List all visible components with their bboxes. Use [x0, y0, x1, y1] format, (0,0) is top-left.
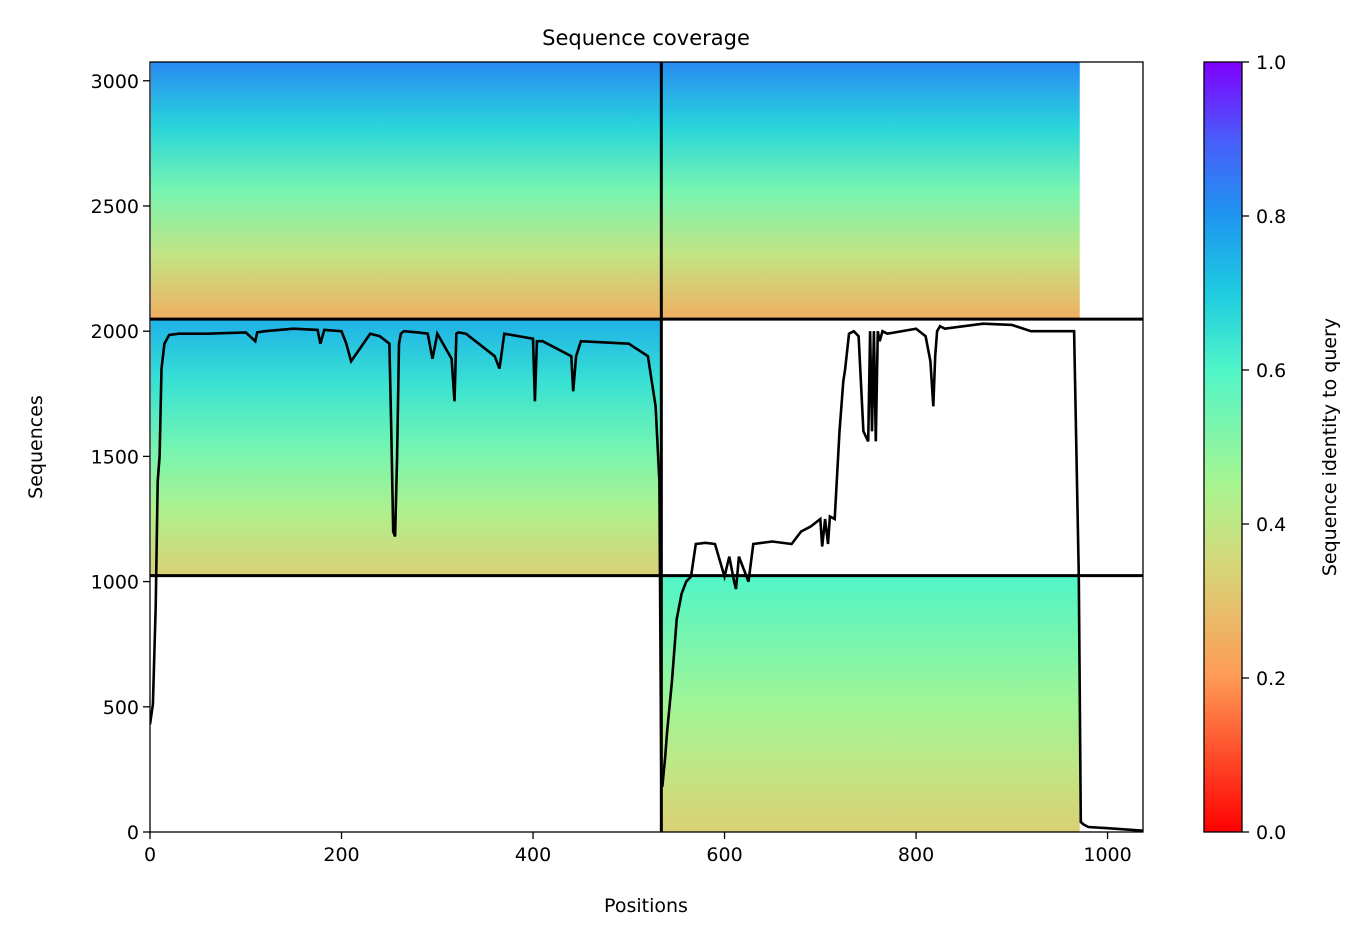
- msa-block: [662, 575, 1080, 832]
- y-tick-label: 500: [103, 697, 139, 719]
- y-axis: 0 500 1000 1500 2000 2500 3000: [91, 71, 150, 844]
- y-tick-label: 0: [127, 822, 139, 844]
- msa-block: [151, 62, 661, 320]
- x-tick-label: 0: [144, 844, 156, 866]
- x-axis: 0 200 400 600 800 1000: [144, 832, 1132, 866]
- y-axis-label: Sequences: [25, 395, 47, 499]
- colorbar: [1203, 61, 1243, 833]
- y-tick-label: 2000: [91, 321, 139, 343]
- x-axis-label: Positions: [604, 895, 688, 917]
- x-tick-label: 1000: [1083, 844, 1131, 866]
- colorbar-ticks: 0.0 0.2 0.4 0.6 0.8 1.0: [1242, 52, 1286, 844]
- colorbar-label: Sequence identity to query: [1319, 318, 1341, 576]
- x-tick-label: 600: [706, 844, 742, 866]
- colorbar-tick-label: 0.8: [1256, 206, 1286, 228]
- heatmap-blocks: [151, 62, 1080, 832]
- msa-block: [662, 62, 1080, 320]
- colorbar-tick-label: 1.0: [1256, 52, 1286, 74]
- colorbar-tick-label: 0.4: [1256, 514, 1286, 536]
- y-tick-label: 3000: [91, 71, 139, 93]
- y-tick-label: 1500: [91, 446, 139, 468]
- plot-frame: [149, 61, 1144, 833]
- x-tick-label: 400: [515, 844, 551, 866]
- coverage-line: [150, 322, 1143, 832]
- msa-block: [151, 319, 661, 576]
- colorbar-tick-label: 0.6: [1256, 360, 1286, 382]
- y-tick-label: 2500: [91, 196, 139, 218]
- x-tick-label: 200: [323, 844, 359, 866]
- plot-area: [150, 62, 1143, 832]
- chart-title: Sequence coverage: [542, 26, 750, 50]
- colorbar-tick-label: 0.0: [1256, 822, 1286, 844]
- colorbar-tick-label: 0.2: [1256, 668, 1286, 690]
- y-tick-label: 1000: [91, 572, 139, 594]
- x-tick-label: 800: [898, 844, 934, 866]
